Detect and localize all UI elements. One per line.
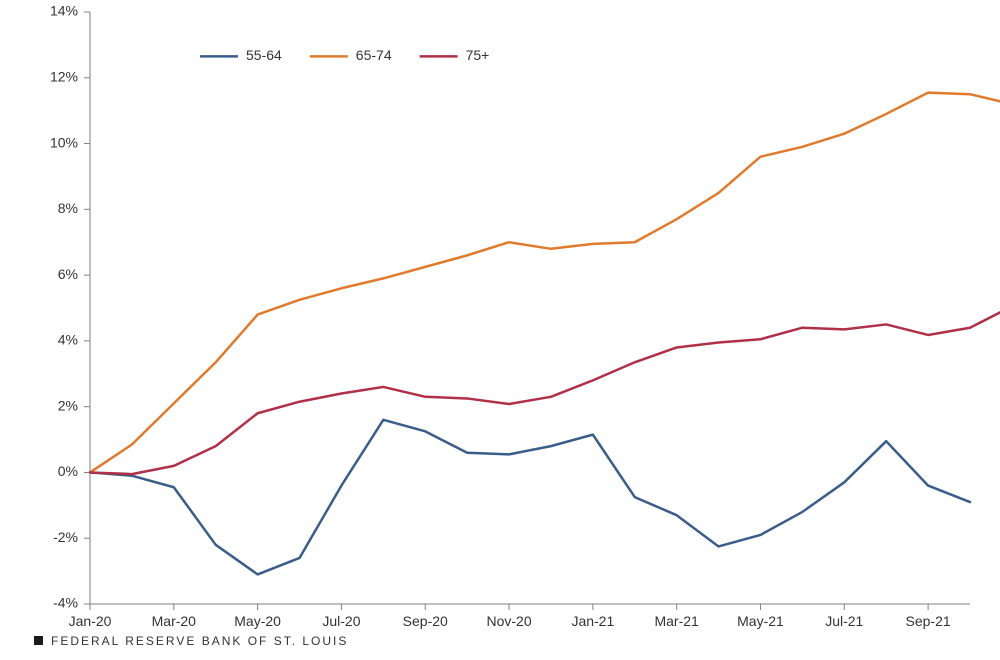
x-tick-label: Mar-21: [654, 613, 699, 629]
series-65-74: [90, 93, 1000, 473]
series-55-64: [90, 420, 970, 575]
legend-label: 55-64: [246, 47, 282, 63]
y-tick-label: -4%: [53, 595, 78, 611]
x-tick-label: May-21: [737, 613, 784, 629]
y-tick-label: -2%: [53, 529, 78, 545]
x-tick-label: Sep-21: [906, 613, 951, 629]
x-tick-label: Sep-20: [403, 613, 448, 629]
y-tick-label: 8%: [58, 200, 78, 216]
chart-container: -4% -2% 0% 2% 4% 6% 8% 10% 12% 14% Jan-20 Mar-20 May…: [0, 0, 1000, 660]
x-tick-label: Mar-20: [152, 613, 197, 629]
y-tick-label: 2%: [58, 397, 78, 413]
x-tick-label: Jul-21: [825, 613, 863, 629]
x-tick-label: Jan-20: [69, 613, 112, 629]
y-tick-label: 10%: [50, 134, 78, 150]
y-tick-label: 14%: [50, 3, 78, 19]
legend-label: 75+: [466, 47, 490, 63]
footer-text: FEDERAL RESERVE BANK OF ST. LOUIS: [51, 634, 348, 648]
legend-label: 65-74: [356, 47, 392, 63]
source-footer: FEDERAL RESERVE BANK OF ST. LOUIS: [34, 634, 348, 648]
footer-square-icon: [34, 636, 43, 645]
line-chart: -4% -2% 0% 2% 4% 6% 8% 10% 12% 14% Jan-20 Mar-20 May…: [0, 0, 1000, 630]
series-75+: [90, 306, 1000, 474]
y-tick-label: 4%: [58, 332, 78, 348]
x-tick-label: Jul-20: [322, 613, 360, 629]
x-tick-label: Nov-20: [486, 613, 531, 629]
y-tick-label: 12%: [50, 68, 78, 84]
x-tick-label: May-20: [234, 613, 281, 629]
x-tick-label: Jan-21: [571, 613, 614, 629]
y-tick-label: 6%: [58, 266, 78, 282]
y-tick-label: 0%: [58, 463, 78, 479]
